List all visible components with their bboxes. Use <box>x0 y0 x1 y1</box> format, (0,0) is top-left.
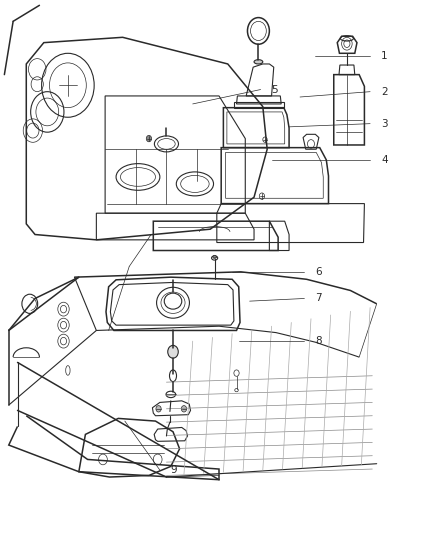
Text: 5: 5 <box>272 85 278 94</box>
Circle shape <box>168 345 178 358</box>
Text: 4: 4 <box>381 155 388 165</box>
Text: 3: 3 <box>381 119 388 128</box>
Text: 1: 1 <box>381 51 388 61</box>
Text: 6: 6 <box>315 267 322 277</box>
Circle shape <box>156 406 161 412</box>
Circle shape <box>146 135 152 142</box>
Ellipse shape <box>213 255 216 259</box>
Text: 8: 8 <box>315 336 322 346</box>
Ellipse shape <box>254 60 263 64</box>
Text: 9: 9 <box>171 465 177 475</box>
Text: 2: 2 <box>381 87 388 96</box>
Circle shape <box>181 406 187 412</box>
Text: 7: 7 <box>315 294 322 303</box>
